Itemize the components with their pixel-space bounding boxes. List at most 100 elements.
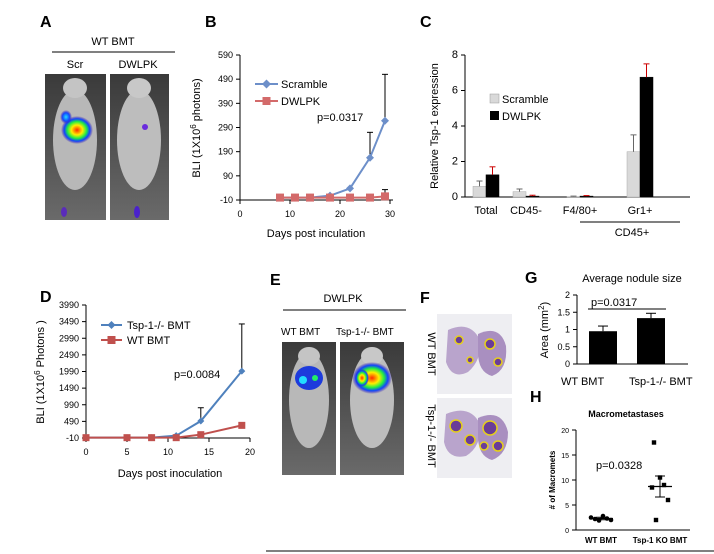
panel-b-legend: Scramble DWLPK [255,79,327,108]
x-tick-label: 5 [124,447,129,457]
y-tick-label: 2 [452,156,458,168]
data-point-square [123,434,131,442]
bar [589,331,617,364]
y-tick-label: 20 [561,428,569,435]
y-tick-label: 190 [218,147,233,157]
panel-h-y-label: # of Macromets [548,450,557,509]
data-point-square [306,193,314,202]
y-tick-label: 490 [64,416,79,426]
panel-g-pvalue: p=0.0317 [591,297,637,309]
panel-d-plot-area [82,323,246,442]
series-line [86,424,243,439]
panel-f-letter: F [420,290,430,307]
panel-d-letter: D [40,289,52,306]
y-tick-label: 0 [565,359,570,369]
x-tick-label: 20 [245,447,255,457]
panel-g-cat-wt: WT BMT [561,376,604,388]
panel-e-letter: E [270,272,281,289]
y-tick-label: -10 [66,433,79,443]
legend-diamond-marker [262,79,271,89]
panel-f-top-label: WT BMT [425,332,437,375]
panel-g-plot-area [589,312,665,364]
data-point-square [172,434,180,442]
panel-h-cat-ko: Tsp-1 KO BMT [633,536,688,545]
data-point-square [291,193,299,202]
category-label: CD45- [510,205,542,217]
y-tick-label: 290 [218,123,233,133]
panel-b-y-label: BLI (1X106 photons) [189,78,203,177]
panel-h-y-ticks: 0 5 10 15 20 [561,428,576,535]
data-point-square [665,497,671,503]
data-point-square [649,485,655,490]
data-point-square [653,517,659,523]
y-tick-label: 2990 [59,333,79,343]
panel-h-pvalue: p=0.0328 [596,460,642,472]
bar [472,186,487,198]
y-tick-label: 390 [218,98,233,108]
legend-square-marker [262,97,271,105]
panel-a-right-label: DWLPK [118,59,158,71]
panel-c: C 0 2 4 6 8 Relative Tsp-1 expression Total C… [420,14,690,239]
category-label: Gr1+ [628,205,653,217]
lung-section-wt [437,314,512,394]
panel-b-pvalue: p=0.0317 [317,112,363,124]
y-tick-label: 2490 [59,350,79,360]
bar [485,174,500,198]
y-tick-label: 15 [561,453,569,460]
data-point-diamond [381,116,389,125]
panel-e-left-label: WT BMT [281,327,320,338]
y-tick-label: 2 [565,290,570,300]
data-point-diamond [197,417,205,425]
panel-d-x-label: Days post inoculation [118,468,223,480]
panel-e: E DWLPK WT BMT Tsp-1-/- BMT [270,272,406,475]
x-tick-label: 10 [285,209,295,219]
panel-h-title: Macrometastases [588,409,664,419]
panel-b-x-ticks: 0 10 20 30 [237,200,395,219]
bar [512,191,527,198]
data-point-diamond [238,367,246,375]
y-tick-label: 3990 [59,300,79,310]
bar [637,318,665,364]
x-tick-label: 10 [163,447,173,457]
x-tick-label: 15 [204,447,214,457]
data-point-square [346,193,354,202]
data-point-square [326,193,334,202]
category-label: F4/80+ [563,205,598,217]
y-tick-label: 0 [565,528,569,535]
panel-b: B -10 90 190 290 390 490 590 0 10 20 30 BLI (1X10… [189,14,395,240]
panel-h-letter: H [530,389,542,406]
panel-d-legend: Tsp-1-/- BMT WT BMT [101,320,191,347]
data-point-square [238,421,246,429]
x-tick-label: 0 [83,447,88,457]
panel-e-title: DWLPK [323,293,363,305]
panel-c-letter: C [420,14,432,31]
panel-b-x-label: Days post inculation [267,228,365,240]
panel-c-legend-dwlpk: DWLPK [502,111,542,123]
mouse-image-scr [45,74,106,220]
data-point-square [276,193,284,202]
panel-g-y-ticks: 0 0.5 1 1.5 2 [557,290,577,369]
y-tick-label: 8 [452,49,458,61]
bar [579,195,594,198]
y-tick-label: 90 [223,171,233,181]
bar [639,76,654,198]
y-tick-label: -10 [220,195,233,205]
panel-c-y-label: Relative Tsp-1 expression [429,63,441,189]
panel-c-legend-scramble: Scramble [502,94,548,106]
panel-d-y-label: BLI (1X106 Photons ) [33,320,47,424]
data-point-circle [588,515,594,520]
y-tick-label: 3490 [59,317,79,327]
mouse-image-tsp1-ko [340,342,404,475]
panel-b-letter: B [205,14,217,31]
panel-c-y-ticks: 0 2 4 6 8 [452,49,465,203]
panel-d: D -10 490 990 1490 1990 2490 2990 3490 3990 0 5 10… [33,289,255,480]
data-point-square [82,434,90,442]
x-tick-label: 0 [237,209,242,219]
y-tick-label: 10 [561,478,569,485]
panel-b-legend-dwlpk: DWLPK [281,96,321,108]
data-point-square [381,192,389,201]
data-point-diamond [346,184,354,193]
panel-g-cat-ko: Tsp-1-/- BMT [629,376,693,388]
panel-h: H Macrometastases 0 5 10 15 20 # of Macromet… [530,389,690,545]
